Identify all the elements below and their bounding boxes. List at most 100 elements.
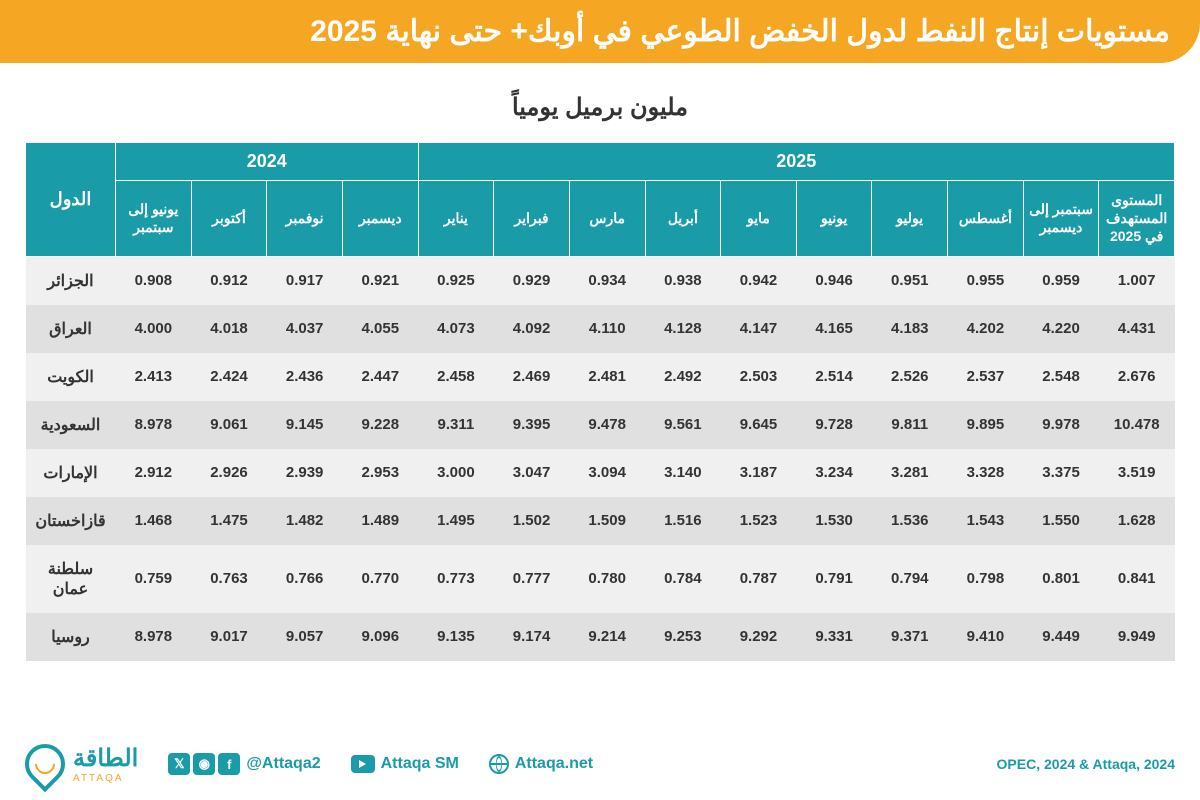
cell-value: 0.798 [948, 545, 1024, 613]
cell-value: 2.436 [267, 353, 343, 401]
cell-value: 3.234 [796, 449, 872, 497]
cell-value: 0.777 [494, 545, 570, 613]
cell-value: 3.519 [1099, 449, 1175, 497]
website-text: Attaqa.net [515, 755, 593, 773]
cell-value: 1.628 [1099, 497, 1175, 545]
col-may: مايو [721, 181, 797, 257]
cell-value: 0.946 [796, 256, 872, 305]
col-sep-dec: سبتمبر إلى ديسمبر [1023, 181, 1099, 257]
col-dec: ديسمبر [342, 181, 418, 257]
cell-value: 2.503 [721, 353, 797, 401]
cell-value: 1.516 [645, 497, 721, 545]
cell-value: 0.766 [267, 545, 343, 613]
cell-value: 0.959 [1023, 256, 1099, 305]
cell-value: 9.253 [645, 613, 721, 661]
cell-value: 2.537 [948, 353, 1024, 401]
cell-value: 9.096 [342, 613, 418, 661]
table-row: 1.0070.9590.9550.9510.9460.9420.9380.934… [26, 256, 1175, 305]
brand-name-ar: الطاقة [73, 744, 138, 773]
cell-value: 8.978 [116, 401, 192, 449]
youtube-text: Attaqa SM [381, 755, 459, 773]
cell-value: 9.311 [418, 401, 494, 449]
cell-value: 1.489 [342, 497, 418, 545]
table-row: 0.8410.8010.7980.7940.7910.7870.7840.780… [26, 545, 1175, 613]
year-2025-header: 2025 [418, 143, 1174, 181]
youtube-icon [351, 755, 375, 773]
cell-value: 2.953 [342, 449, 418, 497]
cell-value: 1.495 [418, 497, 494, 545]
cell-value: 2.676 [1099, 353, 1175, 401]
cell-value: 2.526 [872, 353, 948, 401]
cell-value: 0.773 [418, 545, 494, 613]
cell-value: 2.458 [418, 353, 494, 401]
cell-value: 4.018 [191, 305, 267, 353]
brand-logo: الطاقة ATTAQA [25, 744, 138, 784]
x-icon: 𝕏 [168, 753, 190, 775]
cell-value: 1.007 [1099, 256, 1175, 305]
cell-value: 0.938 [645, 256, 721, 305]
cell-value: 0.955 [948, 256, 1024, 305]
cell-value: 9.292 [721, 613, 797, 661]
cell-value: 1.468 [116, 497, 192, 545]
cell-value: 3.281 [872, 449, 948, 497]
cell-value: 0.794 [872, 545, 948, 613]
cell-value: 1.502 [494, 497, 570, 545]
cell-value: 9.811 [872, 401, 948, 449]
cell-value: 4.220 [1023, 305, 1099, 353]
cell-value: 8.978 [116, 613, 192, 661]
cell-value: 3.140 [645, 449, 721, 497]
cell-value: 3.375 [1023, 449, 1099, 497]
cell-value: 9.395 [494, 401, 570, 449]
cell-value: 9.228 [342, 401, 418, 449]
cell-value: 2.424 [191, 353, 267, 401]
cell-value: 9.645 [721, 401, 797, 449]
cell-value: 2.469 [494, 353, 570, 401]
cell-value: 9.449 [1023, 613, 1099, 661]
cell-value: 9.061 [191, 401, 267, 449]
cell-value: 0.841 [1099, 545, 1175, 613]
cell-value: 0.929 [494, 256, 570, 305]
cell-value: 1.536 [872, 497, 948, 545]
cell-value: 2.939 [267, 449, 343, 497]
col-country: الدول [26, 143, 116, 257]
cell-value: 4.183 [872, 305, 948, 353]
cell-value: 9.561 [645, 401, 721, 449]
cell-value: 4.092 [494, 305, 570, 353]
cell-country: سلطنة عمان [26, 545, 116, 613]
table-row: 2.6762.5482.5372.5262.5142.5032.4922.481… [26, 353, 1175, 401]
cell-value: 9.949 [1099, 613, 1175, 661]
col-jun25: يونيو [796, 181, 872, 257]
cell-value: 0.912 [191, 256, 267, 305]
cell-value: 1.543 [948, 497, 1024, 545]
cell-value: 9.017 [191, 613, 267, 661]
source-text: OPEC, 2024 & Attaqa, 2024 [997, 756, 1175, 772]
cell-value: 2.548 [1023, 353, 1099, 401]
subtitle: مليون برميل يومياً [0, 93, 1200, 122]
cell-value: 9.978 [1023, 401, 1099, 449]
cell-value: 3.094 [569, 449, 645, 497]
cell-value: 0.925 [418, 256, 494, 305]
globe-icon [489, 754, 509, 774]
table-row: 4.4314.2204.2024.1834.1654.1474.1284.110… [26, 305, 1175, 353]
cell-country: الجزائر [26, 256, 116, 305]
col-oct: أكتوبر [191, 181, 267, 257]
cell-value: 10.478 [1099, 401, 1175, 449]
facebook-icon: f [218, 753, 240, 775]
website-link: Attaqa.net [489, 754, 593, 774]
cell-value: 9.895 [948, 401, 1024, 449]
year-header-row: 2025 2024 الدول [26, 143, 1175, 181]
cell-value: 0.921 [342, 256, 418, 305]
col-jul: يوليو [872, 181, 948, 257]
cell-value: 0.787 [721, 545, 797, 613]
cell-value: 0.917 [267, 256, 343, 305]
cell-value: 0.934 [569, 256, 645, 305]
cell-country: العراق [26, 305, 116, 353]
table-row: 9.9499.4499.4109.3719.3319.2929.2539.214… [26, 613, 1175, 661]
cell-value: 0.784 [645, 545, 721, 613]
cell-value: 1.550 [1023, 497, 1099, 545]
cell-value: 4.000 [116, 305, 192, 353]
table-row: 10.4789.9789.8959.8119.7289.6459.5619.47… [26, 401, 1175, 449]
cell-value: 4.202 [948, 305, 1024, 353]
cell-value: 4.073 [418, 305, 494, 353]
col-mar: مارس [569, 181, 645, 257]
